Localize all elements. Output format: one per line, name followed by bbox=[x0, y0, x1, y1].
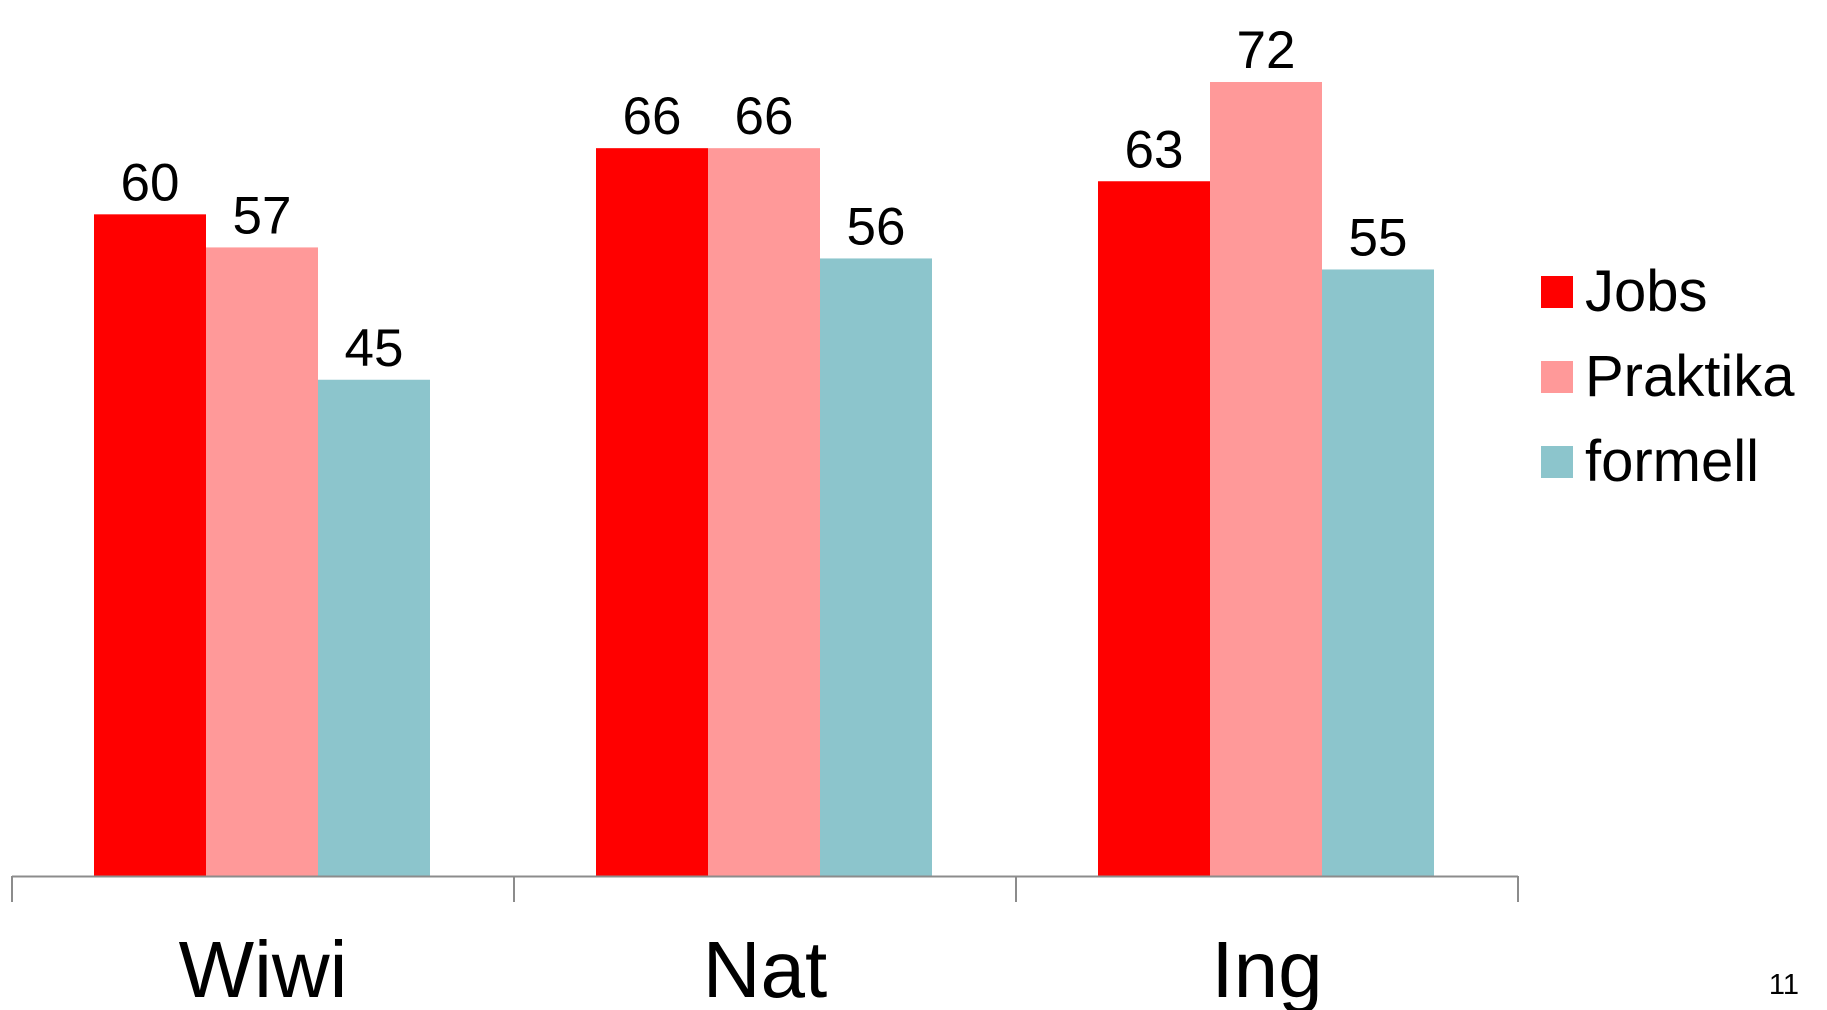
data-label-nat-jobs: 66 bbox=[623, 87, 682, 146]
bar-wiwi-jobs bbox=[94, 214, 206, 877]
data-label-nat-praktika: 66 bbox=[735, 87, 794, 146]
legend: Jobs Praktika formell bbox=[1541, 259, 1795, 494]
data-label-ing-jobs: 63 bbox=[1125, 120, 1184, 179]
bars-layer bbox=[94, 82, 1434, 877]
x-tick-label-nat: Nat bbox=[703, 925, 828, 1010]
bar-nat-formell bbox=[820, 258, 932, 876]
legend-label-jobs: Jobs bbox=[1585, 259, 1708, 324]
data-label-ing-formell: 55 bbox=[1349, 208, 1408, 267]
bar-nat-praktika bbox=[708, 148, 820, 876]
legend-label-praktika: Praktika bbox=[1585, 344, 1795, 409]
x-axis: Wiwi Nat Ing bbox=[11, 875, 1519, 1010]
bar-ing-praktika bbox=[1210, 82, 1322, 876]
legend-swatch-formell bbox=[1541, 446, 1573, 478]
bar-ing-jobs bbox=[1098, 181, 1210, 876]
bar-ing-formell bbox=[1322, 269, 1434, 876]
data-label-wiwi-formell: 45 bbox=[345, 319, 404, 378]
data-label-wiwi-jobs: 60 bbox=[121, 153, 180, 212]
bar-wiwi-formell bbox=[318, 379, 430, 876]
legend-swatch-praktika bbox=[1541, 361, 1573, 393]
data-label-wiwi-praktika: 57 bbox=[233, 186, 292, 245]
data-labels-layer: 60 57 45 66 66 56 63 72 55 bbox=[121, 21, 1408, 378]
x-tick-label-ing: Ing bbox=[1211, 925, 1322, 1010]
data-label-nat-formell: 56 bbox=[847, 197, 906, 256]
legend-swatch-jobs bbox=[1541, 276, 1573, 308]
bar-nat-jobs bbox=[596, 148, 708, 876]
slide-number: 11 bbox=[1768, 969, 1799, 1001]
legend-label-formell: formell bbox=[1585, 429, 1759, 494]
x-tick-label-wiwi: Wiwi bbox=[179, 925, 348, 1010]
data-label-ing-praktika: 72 bbox=[1237, 21, 1296, 80]
bar-wiwi-praktika bbox=[206, 247, 318, 876]
